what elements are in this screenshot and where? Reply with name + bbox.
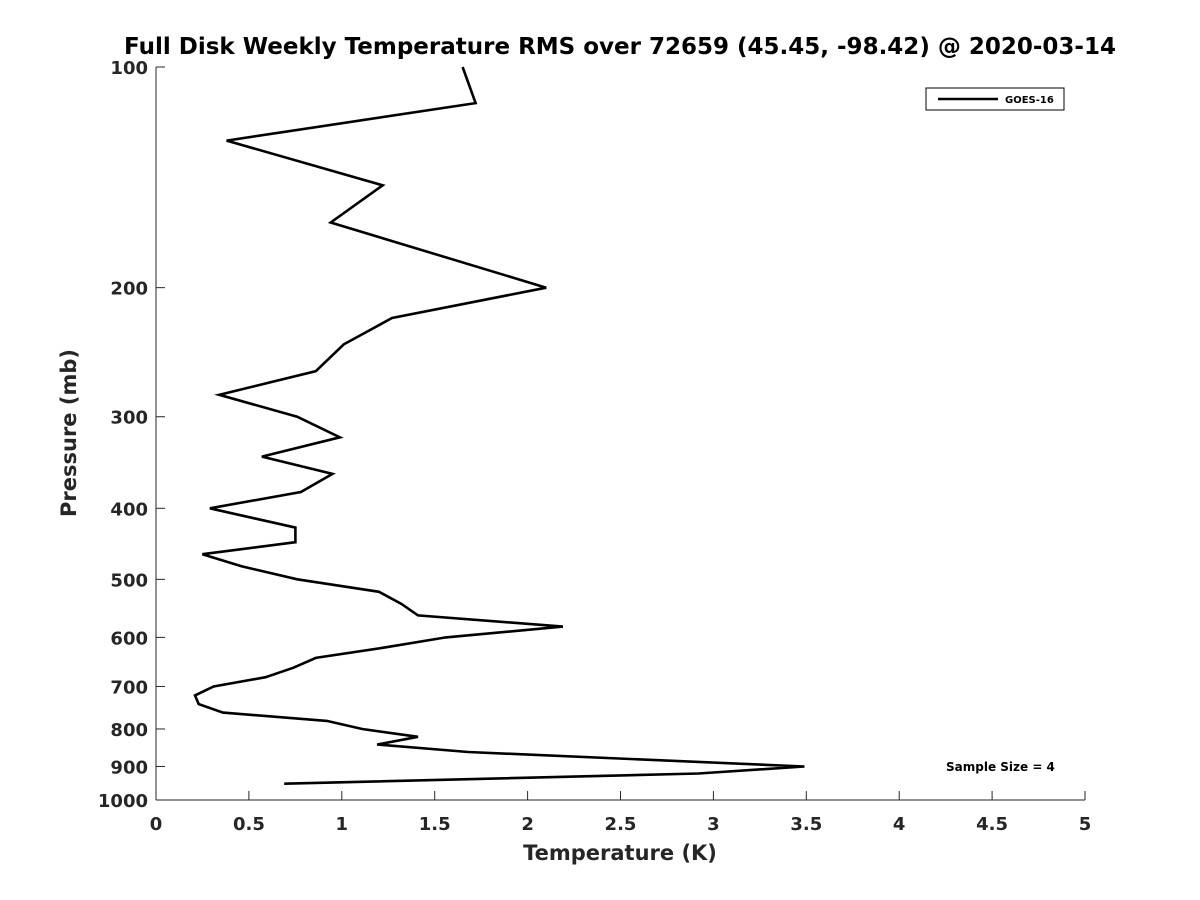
x-tick-label: 4.5 [976,814,1008,835]
x-tick-label: 2 [521,814,534,835]
y-tick-label: 800 [110,720,148,741]
plot-area [155,67,1085,801]
legend-label-goes-16: GOES-16 [1005,95,1054,106]
x-axis-label: Temperature (K) [523,841,717,865]
sample-size-annotation: Sample Size = 4 [946,760,1055,774]
y-tick-label: 1000 [98,791,148,812]
x-tick-label: 3.5 [790,814,822,835]
y-axis-label: Pressure (mb) [57,349,81,517]
y-tick-label: 100 [110,58,148,79]
legend: GOES-16 [925,87,1065,111]
y-tick-label: 600 [110,628,148,649]
x-axis-ticks: 0 0.5 1 1.5 2 2.5 3 3.5 4 4.5 5 [150,791,1092,835]
y-tick-label: 700 [110,677,148,698]
x-tick-label: 4 [893,814,906,835]
y-tick-label: 200 [110,279,148,300]
x-tick-label: 5 [1079,814,1092,835]
y-tick-label: 500 [110,570,148,591]
x-tick-label: 1.5 [419,814,451,835]
x-tick-label: 0.5 [233,814,265,835]
x-tick-label: 2.5 [605,814,637,835]
chart-title: Full Disk Weekly Temperature RMS over 72… [124,34,1116,60]
y-tick-label: 300 [110,408,148,429]
x-tick-label: 3 [707,814,720,835]
x-tick-label: 1 [336,814,349,835]
y-tick-label: 900 [110,757,148,778]
y-axis-ticks: 100 200 300 400 500 600 700 800 900 1000 [98,58,165,812]
x-tick-label: 0 [150,814,163,835]
series-line-goes-16 [193,66,805,785]
y-tick-label: 400 [110,499,148,520]
